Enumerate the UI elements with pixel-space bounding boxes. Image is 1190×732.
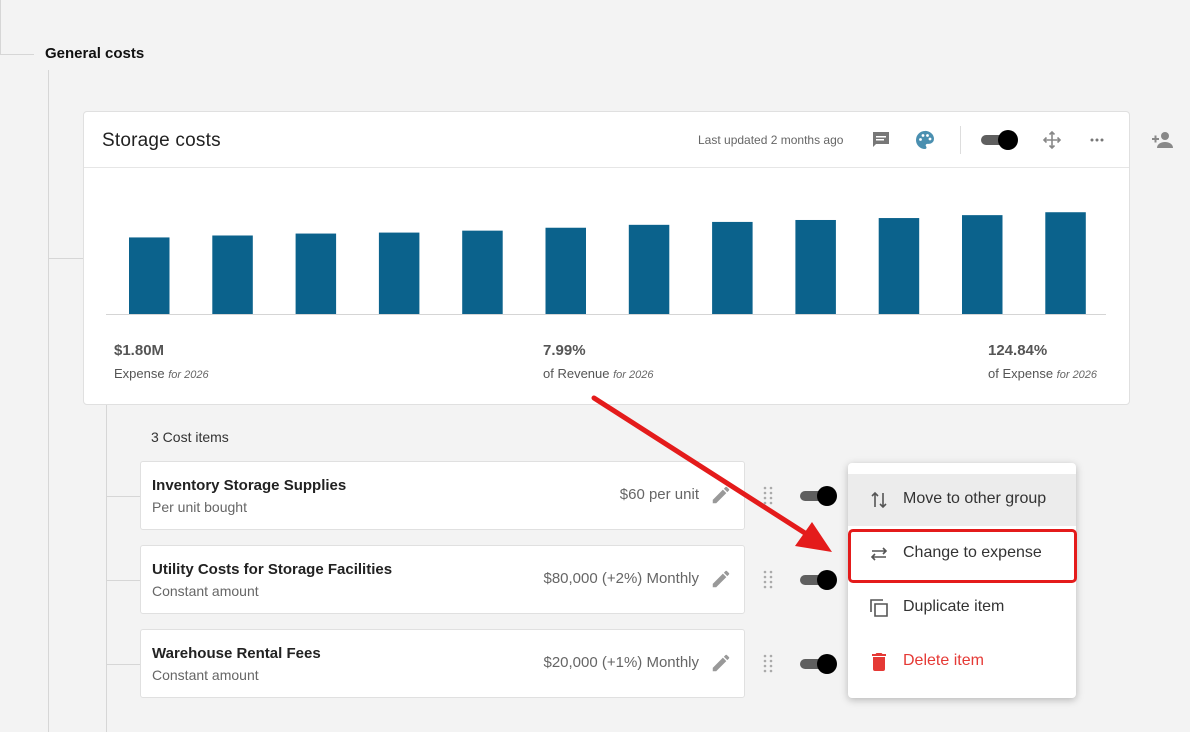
more-options-icon[interactable] — [1085, 128, 1109, 152]
metric-label: of Revenue for 2026 — [543, 366, 654, 381]
last-updated-text: Last updated 2 months ago — [698, 133, 844, 147]
card-header: Storage costs Last updated 2 months ago — [84, 112, 1129, 168]
swap-horizontal-icon — [867, 542, 891, 566]
cost-item-name: Warehouse Rental Fees — [152, 645, 321, 662]
menu-item-label: Change to expense — [903, 544, 1042, 561]
metric-label: of Expense for 2026 — [988, 366, 1098, 381]
palette-icon[interactable] — [913, 128, 937, 152]
chart-bar — [212, 235, 253, 314]
cost-item-type: Per unit bought — [152, 499, 247, 515]
metric-value: 124.84% — [988, 342, 1048, 359]
drag-handle-icon[interactable] — [762, 569, 774, 591]
group-title: General costs — [45, 45, 145, 62]
cost-item-amount: $80,000 (+2%) Monthly — [543, 570, 699, 587]
cost-item[interactable]: Warehouse Rental Fees Constant amount $2… — [140, 629, 745, 698]
menu-item-label: Delete item — [903, 652, 984, 669]
edit-pencil-icon[interactable] — [710, 652, 732, 674]
cost-item-amount: $60 per unit — [619, 486, 699, 503]
edit-pencil-icon[interactable] — [710, 484, 732, 506]
menu-item-move-to-other-group[interactable]: Move to other group — [848, 474, 1076, 526]
cost-item-toggle[interactable] — [800, 654, 837, 674]
tree-line — [106, 580, 140, 581]
add-user-icon[interactable] — [1150, 128, 1176, 152]
annotation-highlight-box — [848, 529, 1077, 583]
card-toggle[interactable] — [981, 130, 1018, 150]
tree-line — [0, 0, 1, 54]
drag-handle-icon[interactable] — [762, 653, 774, 675]
chart-bar — [962, 215, 1003, 314]
menu-item-delete[interactable]: Delete item — [848, 636, 1076, 688]
metric-value: 7.99% — [543, 342, 586, 359]
swap-vertical-icon — [867, 488, 891, 512]
edit-pencil-icon[interactable] — [710, 568, 732, 590]
chart-bar — [628, 224, 670, 314]
drag-handle-icon[interactable] — [762, 485, 774, 507]
header-divider — [960, 126, 961, 154]
cost-item-type: Constant amount — [152, 667, 259, 683]
trash-icon — [867, 650, 891, 674]
cost-item-name: Inventory Storage Supplies — [152, 477, 347, 494]
comment-icon[interactable] — [869, 128, 893, 152]
metric-expense-share: 124.84% of Expense for 2026 — [988, 342, 1097, 381]
tree-line — [48, 70, 49, 732]
chart-bar — [378, 232, 420, 314]
tree-line — [106, 664, 140, 665]
tree-line — [106, 405, 107, 732]
cost-item[interactable]: Inventory Storage Supplies Per unit boug… — [140, 461, 745, 530]
expense-bar-chart — [106, 212, 1106, 315]
chart-bar — [129, 237, 170, 314]
cost-item-toggle[interactable] — [800, 570, 837, 590]
tree-line — [106, 496, 140, 497]
chart-bar — [795, 219, 836, 314]
metric-label: Expense for 2026 — [114, 366, 209, 381]
items-count: 3 Cost items — [151, 429, 229, 445]
metric-expense: $1.80M Expense for 2026 — [114, 342, 209, 381]
metric-revenue-share: 7.99% of Revenue for 2026 — [543, 342, 654, 381]
tree-line — [48, 258, 83, 259]
move-icon[interactable] — [1040, 128, 1064, 152]
chart-bar — [1045, 212, 1086, 314]
chart-bar — [878, 218, 920, 314]
cost-item-amount: $20,000 (+1%) Monthly — [543, 654, 699, 671]
metric-value: $1.80M — [114, 342, 165, 359]
cost-item-type: Constant amount — [152, 583, 259, 599]
menu-item-duplicate[interactable]: Duplicate item — [848, 582, 1076, 634]
chart-bar — [295, 233, 337, 314]
tree-line — [0, 54, 34, 55]
menu-item-change-to-expense[interactable]: Change to expense — [848, 528, 1076, 580]
duplicate-icon — [867, 596, 891, 620]
cost-item-name: Utility Costs for Storage Facilities — [152, 561, 393, 578]
cost-item[interactable]: Utility Costs for Storage Facilities Con… — [140, 545, 745, 614]
cost-item-toggle[interactable] — [800, 486, 837, 506]
chart-bar — [462, 230, 503, 314]
cost-group-card: Storage costs Last updated 2 months ago … — [83, 111, 1130, 405]
chart-bar — [545, 227, 586, 314]
card-title[interactable]: Storage costs — [102, 130, 221, 151]
chart-bar — [712, 221, 753, 314]
menu-item-label: Move to other group — [903, 490, 1047, 507]
menu-item-label: Duplicate item — [903, 598, 1005, 615]
